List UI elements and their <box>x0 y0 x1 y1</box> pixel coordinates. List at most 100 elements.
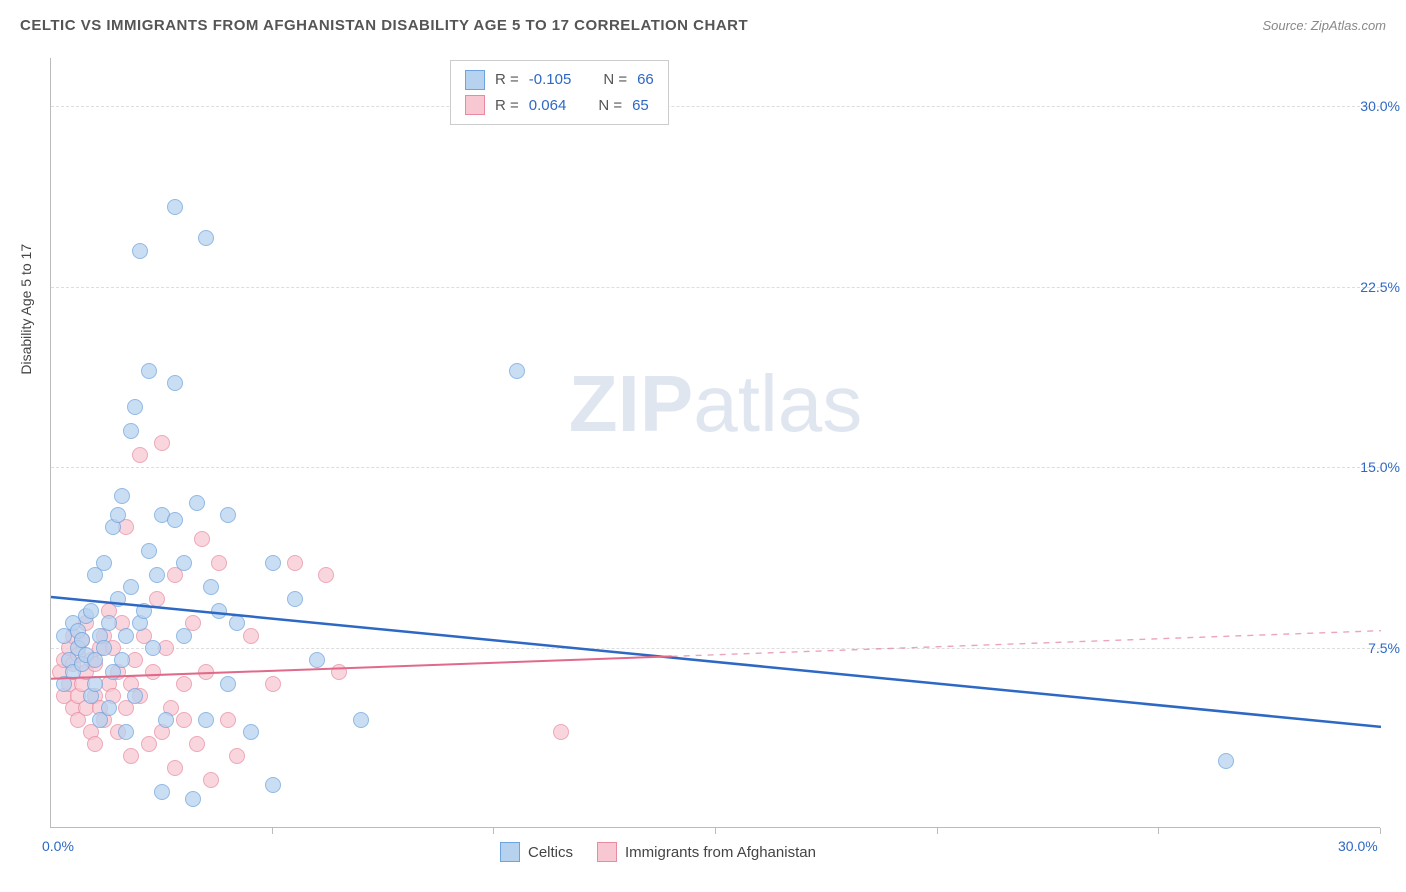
plot-area: ZIPatlas <box>50 58 1380 828</box>
y-tick-label: 22.5% <box>1340 279 1400 295</box>
legend-swatch-celtics-bottom <box>500 842 520 862</box>
scatter-point <box>198 712 214 728</box>
scatter-point <box>167 199 183 215</box>
scatter-point <box>176 555 192 571</box>
scatter-point <box>176 712 192 728</box>
scatter-point <box>265 555 281 571</box>
correlation-legend: R = -0.105 N = 66 R = 0.064 N = 65 <box>450 60 669 125</box>
scatter-point <box>132 447 148 463</box>
regression-line-solid <box>51 656 672 678</box>
scatter-point <box>127 399 143 415</box>
y-tick-label: 7.5% <box>1340 640 1400 656</box>
scatter-point <box>287 555 303 571</box>
watermark-bold: ZIP <box>569 359 693 448</box>
grid-line <box>51 648 1380 649</box>
scatter-point <box>176 628 192 644</box>
n-label: N = <box>598 93 622 119</box>
r-label: R = <box>495 93 519 119</box>
scatter-point <box>220 507 236 523</box>
legend-label-celtics: Celtics <box>528 844 573 861</box>
scatter-point <box>118 628 134 644</box>
legend-item-celtics: Celtics <box>500 842 573 862</box>
scatter-point <box>167 512 183 528</box>
scatter-point <box>101 700 117 716</box>
regression-lines <box>51 58 1381 828</box>
scatter-point <box>1218 753 1234 769</box>
scatter-point <box>220 712 236 728</box>
scatter-point <box>87 736 103 752</box>
r-label: R = <box>495 67 519 93</box>
scatter-point <box>243 628 259 644</box>
scatter-point <box>136 603 152 619</box>
source-attribution: Source: ZipAtlas.com <box>1262 18 1386 33</box>
scatter-point <box>198 664 214 680</box>
x-tick-min: 0.0% <box>42 838 74 854</box>
scatter-point <box>149 567 165 583</box>
scatter-point <box>101 615 117 631</box>
x-tick <box>1380 828 1381 834</box>
scatter-point <box>287 591 303 607</box>
n-value-immigrants: 65 <box>632 93 649 119</box>
legend-row-celtics: R = -0.105 N = 66 <box>465 67 654 93</box>
scatter-point <box>127 688 143 704</box>
grid-line <box>51 467 1380 468</box>
scatter-point <box>114 488 130 504</box>
series-legend: Celtics Immigrants from Afghanistan <box>500 842 816 862</box>
scatter-point <box>145 664 161 680</box>
scatter-point <box>265 676 281 692</box>
x-tick <box>272 828 273 834</box>
grid-line <box>51 287 1380 288</box>
legend-label-immigrants: Immigrants from Afghanistan <box>625 844 816 861</box>
scatter-point <box>189 495 205 511</box>
scatter-point <box>353 712 369 728</box>
legend-swatch-immigrants <box>465 95 485 115</box>
scatter-point <box>158 712 174 728</box>
scatter-point <box>185 791 201 807</box>
scatter-point <box>123 579 139 595</box>
scatter-point <box>132 243 148 259</box>
x-tick-max: 30.0% <box>1338 838 1378 854</box>
scatter-point <box>154 784 170 800</box>
scatter-point <box>123 423 139 439</box>
scatter-point <box>220 676 236 692</box>
scatter-point <box>318 567 334 583</box>
scatter-point <box>96 555 112 571</box>
scatter-point <box>87 676 103 692</box>
watermark: ZIPatlas <box>569 358 862 450</box>
scatter-point <box>149 591 165 607</box>
grid-line <box>51 106 1380 107</box>
scatter-point <box>110 507 126 523</box>
scatter-point <box>211 555 227 571</box>
scatter-point <box>553 724 569 740</box>
scatter-point <box>189 736 205 752</box>
scatter-point <box>229 748 245 764</box>
scatter-point <box>141 736 157 752</box>
scatter-point <box>265 777 281 793</box>
scatter-point <box>509 363 525 379</box>
x-tick <box>937 828 938 834</box>
scatter-point <box>331 664 347 680</box>
y-tick-label: 15.0% <box>1340 459 1400 475</box>
scatter-point <box>141 543 157 559</box>
scatter-point <box>211 603 227 619</box>
scatter-point <box>203 772 219 788</box>
scatter-point <box>309 652 325 668</box>
regression-line-dashed <box>672 631 1381 657</box>
x-tick <box>1158 828 1159 834</box>
n-label: N = <box>603 67 627 93</box>
scatter-point <box>114 652 130 668</box>
chart-title: CELTIC VS IMMIGRANTS FROM AFGHANISTAN DI… <box>20 17 748 34</box>
scatter-point <box>194 531 210 547</box>
chart-container: CELTIC VS IMMIGRANTS FROM AFGHANISTAN DI… <box>0 0 1406 892</box>
y-axis-title: Disability Age 5 to 17 <box>18 244 34 375</box>
scatter-point <box>110 591 126 607</box>
watermark-light: atlas <box>693 359 862 448</box>
scatter-point <box>123 748 139 764</box>
legend-row-immigrants: R = 0.064 N = 65 <box>465 93 654 119</box>
scatter-point <box>145 640 161 656</box>
scatter-point <box>141 363 157 379</box>
r-value-immigrants: 0.064 <box>529 93 567 119</box>
y-tick-label: 30.0% <box>1340 98 1400 114</box>
scatter-point <box>198 230 214 246</box>
n-value-celtics: 66 <box>637 67 654 93</box>
